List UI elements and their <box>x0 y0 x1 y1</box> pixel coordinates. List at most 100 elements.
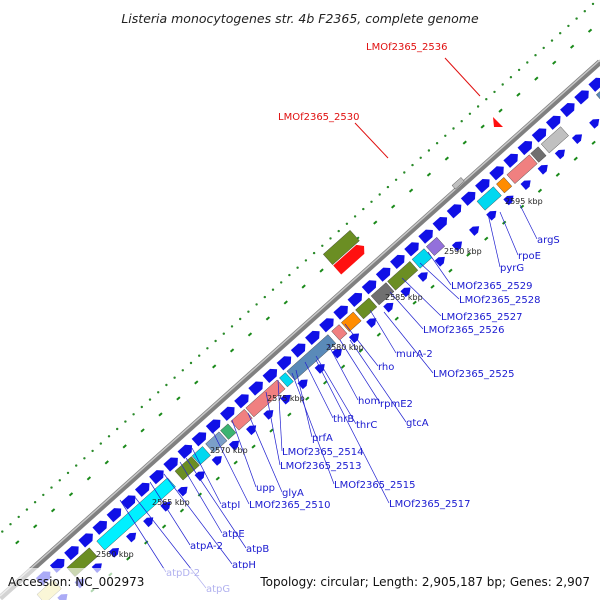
dot <box>206 347 209 350</box>
dot <box>140 405 143 409</box>
label-leader <box>327 343 359 401</box>
gene-label: LMOf2365_2517 <box>389 499 471 510</box>
dot <box>321 244 324 247</box>
dot <box>189 361 193 365</box>
label-leader <box>163 473 233 565</box>
reverse-gene <box>366 318 377 328</box>
reverse-gene <box>383 302 394 313</box>
gene-label: atpA-2 <box>190 541 223 552</box>
scale-tick <box>287 412 292 417</box>
forward-gene <box>205 419 221 434</box>
dot <box>42 493 45 497</box>
dot <box>386 185 390 189</box>
gene-label: murA-2 <box>396 349 433 360</box>
dot <box>132 413 135 416</box>
forward-gene <box>191 432 207 447</box>
scale-tick <box>340 364 346 369</box>
gene-block <box>496 177 513 194</box>
dot <box>1 530 4 533</box>
gene-label: thrC <box>356 420 377 431</box>
gene-label: LMOf2365_2510 <box>249 500 331 511</box>
dot <box>99 442 103 445</box>
dot <box>66 471 70 475</box>
dot <box>435 142 439 145</box>
reverse-gene <box>451 241 463 252</box>
forward-gene <box>262 368 278 384</box>
label-leader <box>119 499 167 573</box>
reverse-gene <box>571 134 583 144</box>
scale-tick <box>15 540 20 545</box>
scale-tick <box>323 380 328 385</box>
gene-label: thrB <box>333 414 354 425</box>
gene-label: atpB <box>246 544 269 555</box>
dot <box>468 112 472 116</box>
forward-gene <box>574 90 589 105</box>
gene-block <box>370 282 395 306</box>
dot <box>583 10 586 13</box>
forward-gene <box>375 267 391 282</box>
scale-tick <box>391 204 396 209</box>
gene-lmof2365-2530-arrow <box>333 244 365 275</box>
dot <box>312 251 316 255</box>
scale-tick <box>197 492 203 497</box>
scale-tick <box>498 108 503 113</box>
dot <box>591 2 595 6</box>
gene-label: rpoE <box>518 251 541 262</box>
forward-gene <box>305 330 320 346</box>
dot <box>222 332 225 335</box>
dot <box>517 68 521 72</box>
forward-gene <box>517 141 533 156</box>
map-title: Listeria monocytogenes str. 4b F2365, co… <box>121 11 479 26</box>
reverse-gene <box>331 348 342 359</box>
dot <box>526 61 529 64</box>
dot <box>83 457 86 460</box>
scale-tick <box>179 508 185 513</box>
reverse-gene <box>297 379 308 390</box>
label-leader <box>427 251 452 286</box>
scale-tick <box>144 540 149 545</box>
scale-tick <box>305 396 310 401</box>
reverse-gene <box>280 394 291 405</box>
dot <box>476 105 480 108</box>
dot <box>575 17 578 20</box>
kbp-marker: 2570 kbp <box>210 446 248 455</box>
scale-tick <box>86 476 92 481</box>
scale-tick <box>33 524 38 529</box>
scale-tick <box>516 92 521 97</box>
reverse-gene <box>228 440 240 451</box>
dot <box>304 259 308 262</box>
scale-tick <box>448 268 453 273</box>
reverse-gene <box>211 456 222 466</box>
scale-tick <box>537 188 543 193</box>
outer-dotted-circle <box>1 2 595 533</box>
scale-ticks <box>15 28 596 593</box>
label-leader <box>499 211 519 256</box>
scale-tick <box>587 28 593 33</box>
kbp-marker: 2565 kbp <box>152 498 190 507</box>
forward-gene <box>404 242 419 257</box>
scale-tick <box>358 348 364 353</box>
forward-gene <box>220 406 235 421</box>
forward-gene <box>276 356 292 371</box>
forward-gene <box>361 280 377 295</box>
kbp-marker: 2590 kbp <box>444 247 482 256</box>
forward-gene <box>149 470 164 485</box>
dot <box>280 281 283 284</box>
reverse-gene <box>434 256 445 267</box>
reverse-gene <box>520 180 531 190</box>
forward-gene <box>460 191 476 206</box>
dot <box>75 464 78 467</box>
gene-label: gtcA <box>406 418 429 429</box>
gene-label: LMOf2365_2526 <box>423 325 505 336</box>
genome-summary-text: Topology: circular; Length: 2,905,187 bp… <box>259 575 590 589</box>
label-leader <box>247 412 283 493</box>
forward-gene <box>545 115 561 130</box>
scale-tick <box>194 380 199 385</box>
dot <box>263 295 266 299</box>
dot <box>58 479 61 482</box>
scale-tick <box>233 460 238 465</box>
highlight-gene-label: LMOf2365_2536 <box>366 42 448 53</box>
scale-tick <box>466 252 471 257</box>
gene-block <box>174 456 200 481</box>
dot <box>444 134 447 137</box>
